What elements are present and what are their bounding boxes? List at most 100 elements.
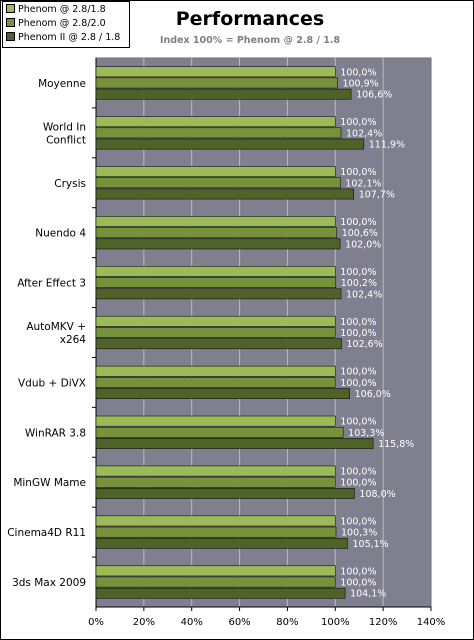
data-label: 100,3% [341,528,377,539]
x-tick-label: 40% [181,617,203,628]
legend-label-series-3: Phenom II @ 2.8 / 1.8 [18,32,121,43]
bar [95,116,336,128]
data-label: 100,0% [340,478,376,489]
bar [95,438,374,449]
bar [95,426,344,438]
bar [95,465,336,477]
x-tick-label: 0% [88,617,104,628]
data-label: 107,7% [359,189,395,200]
bar [95,166,336,177]
bar [95,415,336,427]
data-label: 115,8% [378,439,414,450]
bar [95,288,342,300]
bar [95,277,337,288]
bar [95,88,352,100]
category-label: AutoMKV + [26,321,86,333]
legend-entry-series-2: Phenom @ 2.8/2.0 [6,17,106,31]
bar [95,515,336,527]
category-label: World In [43,121,86,133]
bar [95,338,342,350]
bar [95,238,341,250]
bar [95,315,336,327]
bar [95,587,346,599]
data-label: 100,2% [341,278,377,289]
category-label: After Effect 3 [17,278,86,290]
category-label: 3ds Max 2009 [12,577,86,589]
bar [95,565,336,577]
category-label: Crysis [54,178,86,190]
data-label: 100,0% [340,566,376,577]
bar [95,216,336,227]
category-label: Vdub + DiVX [18,377,86,389]
bar [95,188,355,200]
data-label: 108,0% [359,489,395,500]
data-label: 100,6% [342,228,378,239]
bar [95,138,365,150]
legend-label-series-1: Phenom @ 2.8/1.8 [18,4,106,15]
bar [95,576,336,588]
legend-entry-series-1: Phenom @ 2.8/1.8 [6,3,106,17]
bar [95,177,341,189]
data-label: 111,9% [369,140,405,151]
data-label: 106,0% [355,389,391,400]
data-label: 102,4% [346,128,382,139]
bar [95,476,336,488]
bar [95,537,348,549]
x-tick-label: 80% [276,617,298,628]
legend-label-series-2: Phenom @ 2.8/2.0 [18,18,106,29]
data-label: 102,1% [345,178,381,189]
bar [95,265,336,277]
data-label: 100,0% [340,578,376,589]
bar [95,526,337,538]
category-label: MinGW Mame [13,477,86,489]
bar [95,127,342,139]
bar [95,377,336,388]
data-label: 102,6% [347,339,383,350]
chart-subtitle: Index 100% = Phenom @ 2.8 / 1.8 [159,35,341,46]
data-label: 100,0% [340,167,376,178]
data-label: 100,9% [342,78,378,89]
category-label: Conflict [46,134,86,146]
legend-swatch-series-2 [6,18,15,27]
data-label: 100,0% [340,378,376,389]
x-tick-label: 140% [417,617,446,628]
data-label: 105,1% [352,539,388,550]
legend-swatch-series-1 [6,4,15,13]
data-label: 106,6% [356,90,392,101]
data-label: 103,3% [348,428,384,439]
data-label: 104,1% [350,589,386,600]
bar [95,488,355,499]
category-label: Nuendo 4 [35,228,86,240]
data-label: 100,0% [340,117,376,128]
data-label: 102,4% [346,289,382,300]
bar [95,388,350,400]
bar [95,77,338,89]
category-label: Moyenne [38,78,86,90]
bar [95,327,336,338]
data-label: 100,0% [340,217,376,228]
x-tick-label: 60% [228,617,250,628]
category-label: x264 [60,334,87,346]
legend-swatch-series-3 [6,32,15,41]
data-label: 100,0% [340,328,376,339]
bar [95,365,336,377]
x-tick-label: 100% [321,617,350,628]
data-label: 100,0% [340,516,376,527]
data-label: 100,0% [340,367,376,378]
category-label: Cinema4D R11 [7,527,86,539]
data-label: 100,0% [340,417,376,428]
x-tick-label: 20% [133,617,155,628]
bar [95,66,336,78]
x-tick-label: 120% [369,617,398,628]
legend-entry-series-3: Phenom II @ 2.8 / 1.8 [6,31,120,45]
chart-title: Performances [175,8,325,30]
data-label: 100,0% [340,467,376,478]
legend: Phenom @ 2.8/1.8 Phenom @ 2.8/2.0 Phenom… [2,1,130,48]
data-label: 100,0% [340,67,376,78]
category-label: WinRAR 3.8 [25,427,86,439]
data-label: 100,0% [340,267,376,278]
data-label: 100,0% [340,317,376,328]
bar [95,227,338,239]
data-label: 102,0% [345,239,381,250]
